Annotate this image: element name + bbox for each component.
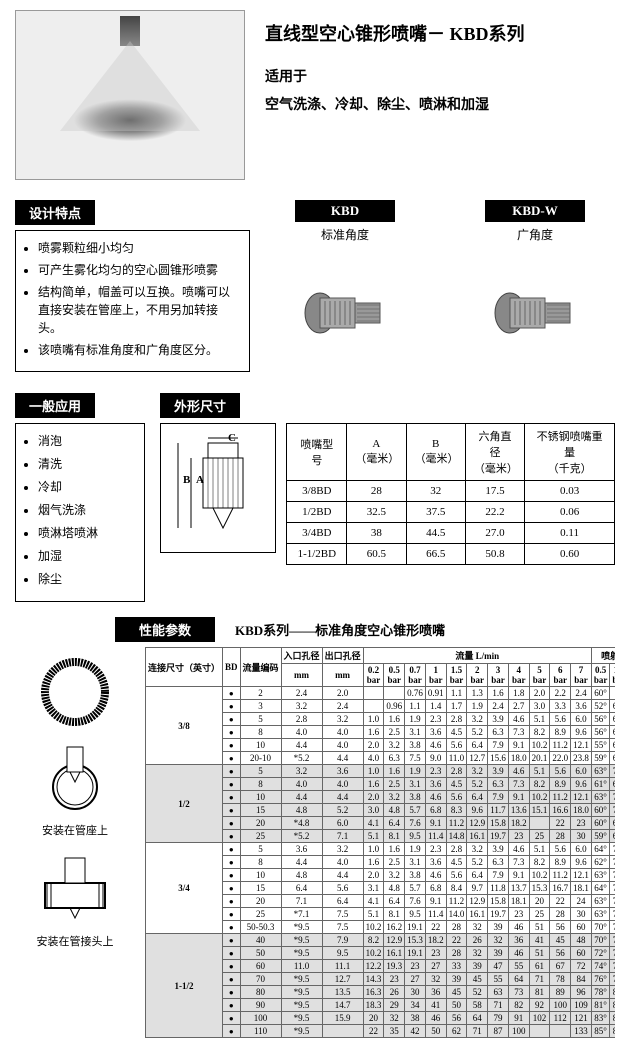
features-box: 喷雾颗粒细小均匀可产生雾化均匀的空心圆锥形喷雾结构简单，帽盖可以互换。喷嘴可以直… (15, 230, 250, 372)
dims-cell: 38 (347, 523, 406, 544)
app-item: 清洗 (38, 455, 136, 472)
dimensions-diagram: B A C (160, 423, 276, 553)
dimensions-table: 喷嘴型号A（毫米）B（毫米）六角直径（毫米）不锈钢喷嘴重量（千克） 3/8BD2… (286, 423, 615, 565)
app-item: 冷却 (38, 478, 136, 495)
app-item: 烟气洗涤 (38, 501, 136, 518)
app-item: 消泡 (38, 432, 136, 449)
variant-code: KBD (295, 200, 395, 222)
perf-label: 性能参数 (115, 617, 215, 642)
perf-conn-cell: 3/8 (146, 687, 223, 765)
dims-cell: 0.03 (525, 481, 615, 502)
install-label-1: 安装在管座上 (15, 822, 135, 838)
dims-cell: 37.5 (406, 502, 465, 523)
nozzle-image (475, 253, 595, 373)
feature-item: 该喷嘴有标准角度和广角度区分。 (38, 341, 241, 359)
dims-cell: 3/4BD (287, 523, 347, 544)
dims-cell: 32 (406, 481, 465, 502)
dims-label: 外形尺寸 (160, 393, 240, 418)
feature-item: 喷雾颗粒细小均匀 (38, 239, 241, 257)
install-label-2: 安装在管接头上 (15, 933, 135, 949)
dims-cell: 60.5 (347, 544, 406, 565)
subtitle: 适用于 (265, 66, 615, 86)
app-item: 喷淋塔喷淋 (38, 524, 136, 541)
install-fitting-image (25, 848, 125, 928)
variant-sub: 广角度 (455, 226, 615, 243)
perf-conn-cell: 3/4 (146, 843, 223, 934)
dims-cell: 0.60 (525, 544, 615, 565)
dims-cell: 0.06 (525, 502, 615, 523)
variant-sub: 标准角度 (265, 226, 425, 243)
dims-cell: 3/8BD (287, 481, 347, 502)
perf-conn-cell: 1/2 (146, 765, 223, 843)
dims-cell: 22.2 (465, 502, 524, 523)
install-pipe-image (25, 737, 125, 817)
dims-header-cell: 不锈钢喷嘴重量（千克） (525, 424, 615, 481)
svg-text:A: A (196, 474, 204, 486)
hero-spray-image (15, 10, 245, 180)
dims-cell: 17.5 (465, 481, 524, 502)
app-item: 除尘 (38, 570, 136, 587)
performance-table: 连接尺寸（英寸） BD 流量编码 入口孔径 出口孔径 流量 L/min 喷射角度… (145, 647, 615, 1038)
svg-text:B: B (183, 474, 191, 486)
dims-header-cell: A（毫米） (347, 424, 406, 481)
dims-header-cell: 喷嘴型号 (287, 424, 347, 481)
variant-code: KBD-W (485, 200, 585, 222)
dims-cell: 44.5 (406, 523, 465, 544)
features-label: 设计特点 (15, 200, 95, 225)
app-item: 加湿 (38, 547, 136, 564)
dims-header-cell: 六角直径（毫米） (465, 424, 524, 481)
spray-ring-image (25, 652, 125, 732)
dims-cell: 27.0 (465, 523, 524, 544)
perf-conn-cell: 1-1/2 (146, 934, 223, 1038)
nozzle-image (285, 253, 405, 373)
dims-cell: 28 (347, 481, 406, 502)
apps-box: 消泡清洗冷却烟气洗涤喷淋塔喷淋加湿除尘 (15, 423, 145, 602)
dims-cell: 1-1/2BD (287, 544, 347, 565)
dims-cell: 66.5 (406, 544, 465, 565)
dims-cell: 50.8 (465, 544, 524, 565)
dims-header-cell: B（毫米） (406, 424, 465, 481)
dims-cell: 1/2BD (287, 502, 347, 523)
subtitle-desc: 空气洗涤、冷却、除尘、喷淋和加湿 (265, 94, 615, 114)
dims-cell: 32.5 (347, 502, 406, 523)
feature-item: 结构简单，帽盖可以互换。喷嘴可以直接安装在管座上，不用另加转接头。 (38, 283, 241, 337)
feature-item: 可产生雾化均匀的空心圆锥形喷雾 (38, 261, 241, 279)
page-title: 直线型空心锥形喷嘴－ KBD系列 (265, 20, 615, 46)
apps-label: 一般应用 (15, 393, 95, 418)
dims-cell: 0.11 (525, 523, 615, 544)
perf-title: KBD系列——标准角度空心锥形喷嘴 (235, 620, 445, 639)
